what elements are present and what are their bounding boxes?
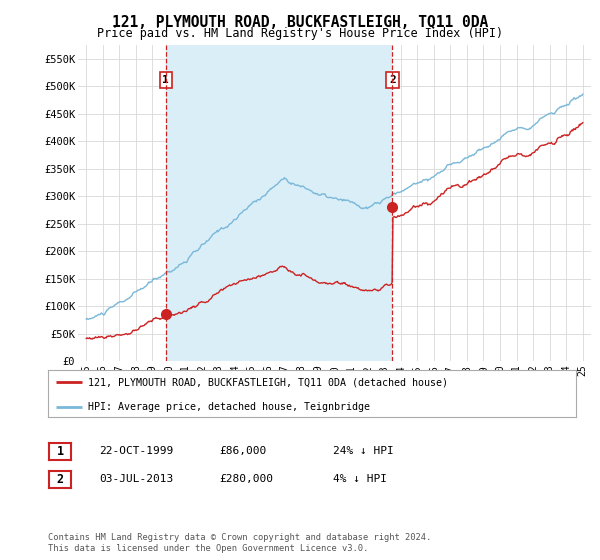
Text: 1: 1 xyxy=(163,74,169,85)
Text: HPI: Average price, detached house, Teignbridge: HPI: Average price, detached house, Teig… xyxy=(88,402,370,412)
Text: 1: 1 xyxy=(56,445,64,458)
Text: 4% ↓ HPI: 4% ↓ HPI xyxy=(333,474,387,484)
Text: 2: 2 xyxy=(389,74,396,85)
Text: 03-JUL-2013: 03-JUL-2013 xyxy=(99,474,173,484)
Bar xyxy=(166,45,392,361)
Text: 121, PLYMOUTH ROAD, BUCKFASTLEIGH, TQ11 0DA (detached house): 121, PLYMOUTH ROAD, BUCKFASTLEIGH, TQ11 … xyxy=(88,377,448,388)
Text: 22-OCT-1999: 22-OCT-1999 xyxy=(99,446,173,456)
Text: Price paid vs. HM Land Registry's House Price Index (HPI): Price paid vs. HM Land Registry's House … xyxy=(97,27,503,40)
Text: 121, PLYMOUTH ROAD, BUCKFASTLEIGH, TQ11 0DA: 121, PLYMOUTH ROAD, BUCKFASTLEIGH, TQ11 … xyxy=(112,15,488,30)
Text: £86,000: £86,000 xyxy=(219,446,266,456)
Text: 24% ↓ HPI: 24% ↓ HPI xyxy=(333,446,394,456)
Text: £280,000: £280,000 xyxy=(219,474,273,484)
Text: 2: 2 xyxy=(56,473,64,486)
Text: Contains HM Land Registry data © Crown copyright and database right 2024.
This d: Contains HM Land Registry data © Crown c… xyxy=(48,533,431,553)
